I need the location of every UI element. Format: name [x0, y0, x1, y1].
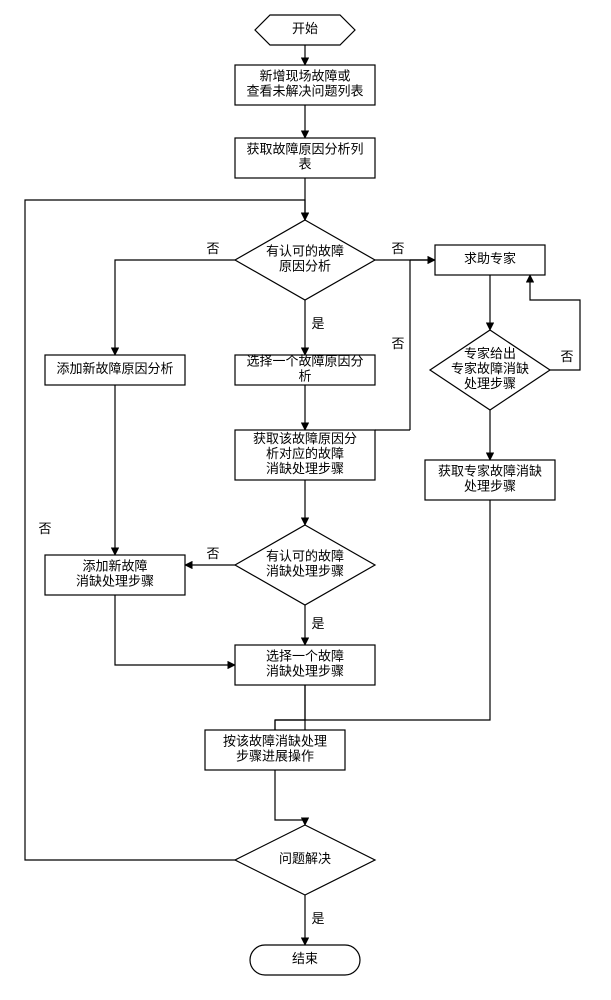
- svg-text:专家给出: 专家给出: [464, 346, 516, 361]
- svg-text:获取该故障原因分: 获取该故障原因分: [253, 431, 357, 446]
- svg-text:结束: 结束: [292, 951, 318, 966]
- edge: [275, 685, 305, 720]
- edge-label: 否: [206, 546, 219, 561]
- svg-text:处理步骤: 处理步骤: [464, 478, 516, 493]
- svg-text:有认可的故障: 有认可的故障: [266, 548, 344, 563]
- svg-text:问题解决: 问题解决: [279, 851, 331, 866]
- edge-label: 否: [560, 349, 573, 364]
- edge: [305, 500, 490, 720]
- edge-label: 否: [206, 241, 219, 256]
- svg-text:获取故障原因分析列: 获取故障原因分析列: [246, 141, 363, 156]
- svg-text:添加新故障原因分析: 添加新故障原因分析: [56, 361, 173, 376]
- svg-text:消缺处理步骤: 消缺处理步骤: [76, 573, 154, 588]
- edge-label: 否: [38, 521, 51, 536]
- svg-text:新增现场故障或: 新增现场故障或: [259, 68, 350, 83]
- svg-text:选择一个故障: 选择一个故障: [266, 648, 344, 663]
- edge: [115, 595, 235, 665]
- svg-text:消缺处理步骤: 消缺处理步骤: [266, 461, 344, 476]
- edge-label: 是: [311, 316, 324, 331]
- svg-text:有认可的故障: 有认可的故障: [266, 243, 344, 258]
- edge-label: 否: [391, 241, 404, 256]
- svg-text:消缺处理步骤: 消缺处理步骤: [266, 663, 344, 678]
- edge: [115, 260, 235, 355]
- svg-text:处理步骤: 处理步骤: [464, 376, 516, 391]
- edge-label: 是: [311, 911, 324, 926]
- svg-text:按该故障消缺处理: 按该故障消缺处理: [223, 733, 327, 748]
- svg-text:消缺处理步骤: 消缺处理步骤: [266, 563, 344, 578]
- svg-text:表: 表: [298, 156, 311, 171]
- edge-label: 否: [391, 336, 404, 351]
- svg-text:原因分析: 原因分析: [279, 258, 331, 273]
- svg-text:开始: 开始: [292, 21, 318, 36]
- edge-label: 是: [311, 616, 324, 631]
- svg-text:专家故障消缺: 专家故障消缺: [451, 361, 529, 376]
- svg-text:获取专家故障消缺: 获取专家故障消缺: [438, 463, 542, 478]
- svg-text:求助专家: 求助专家: [464, 251, 516, 266]
- svg-text:选择一个故障原因分: 选择一个故障原因分: [246, 353, 363, 368]
- edge: [275, 770, 305, 825]
- svg-text:查看未解决问题列表: 查看未解决问题列表: [246, 83, 363, 98]
- svg-text:步骤进展操作: 步骤进展操作: [236, 748, 314, 763]
- edge: [275, 720, 305, 730]
- svg-text:析: 析: [298, 368, 311, 383]
- svg-text:添加新故障: 添加新故障: [82, 558, 147, 573]
- svg-text:析对应的故障: 析对应的故障: [266, 446, 344, 461]
